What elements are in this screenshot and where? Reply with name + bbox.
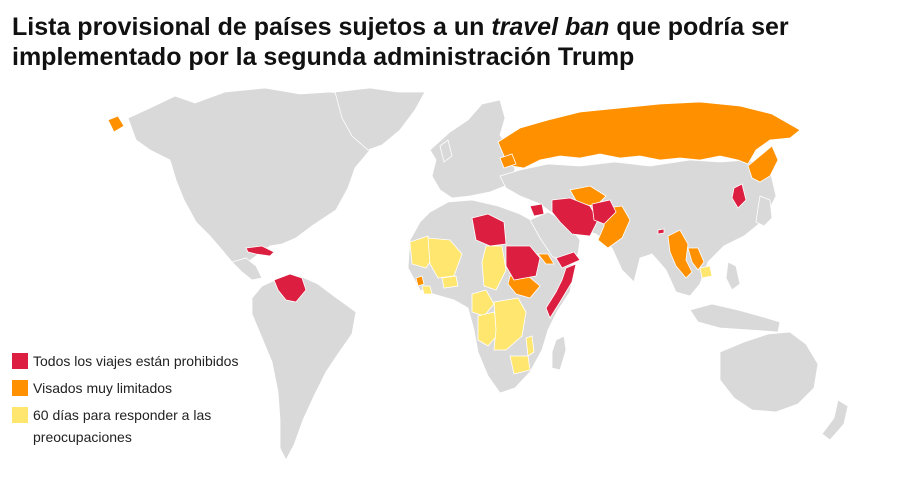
country-laos — [687, 247, 705, 271]
legend-label-60-days: 60 días para responder a las preocupacio… — [33, 407, 212, 445]
country-eritrea — [537, 253, 555, 265]
central-america-land — [231, 257, 263, 281]
title-part-2: que podría ser implementado por la segun… — [12, 13, 789, 71]
country-myanmar — [667, 229, 693, 279]
country-cameroon — [471, 289, 495, 317]
country-north-korea — [731, 183, 747, 209]
country-belarus — [499, 153, 517, 169]
country-burkina-faso — [441, 275, 459, 289]
country-cambodia — [699, 265, 713, 279]
country-bhutan — [657, 228, 665, 235]
japan-land — [755, 195, 773, 227]
title-emphasis: travel ban — [491, 13, 610, 41]
country-zimbabwe — [509, 355, 531, 375]
europe-land — [429, 99, 516, 199]
legend-swatch-red — [12, 353, 28, 369]
country-russia-chukotka — [107, 115, 125, 133]
country-russia-east — [747, 145, 779, 183]
indonesia-land — [689, 303, 781, 333]
country-yemen — [555, 251, 581, 269]
country-syria — [529, 203, 545, 217]
title-part-1: Lista provisional de países sujetos a un — [12, 13, 492, 41]
banned-countries — [107, 101, 801, 375]
map-legend: Todos los viajes están prohibidos Visado… — [12, 350, 262, 453]
legend-item-limited-visas: Visados muy limitados — [12, 377, 262, 399]
new-zealand-land — [821, 399, 849, 441]
madagascar-land — [551, 335, 567, 371]
country-somalia — [545, 263, 577, 319]
map-title: Lista provisional de países sujetos a un… — [12, 12, 888, 72]
legend-label-limited-visas: Visados muy limitados — [33, 380, 173, 396]
country-sierra-leone — [415, 275, 425, 287]
country-congo — [477, 311, 501, 347]
country-russia — [497, 101, 801, 169]
country-iran — [551, 197, 599, 237]
north-america-land — [127, 87, 393, 263]
legend-label-all-banned: Todos los viajes están prohibidos — [33, 353, 239, 369]
legend-swatch-yellow — [12, 407, 28, 423]
philippines-land — [725, 261, 741, 291]
country-malawi — [525, 335, 535, 357]
country-venezuela — [273, 273, 307, 303]
country-dr-congo — [493, 297, 527, 351]
country-afghanistan — [591, 199, 617, 225]
australia-land — [719, 331, 819, 413]
legend-item-all-banned: Todos los viajes están prohibidos — [12, 350, 262, 372]
south-america-land — [251, 275, 357, 461]
legend-item-60-days: 60 días para responder a las preocupacio… — [12, 404, 262, 448]
legend-swatch-orange — [12, 380, 28, 396]
country-libya — [471, 213, 507, 247]
greenland-land — [334, 87, 426, 151]
uk-land — [439, 139, 453, 163]
country-cuba — [245, 245, 275, 257]
country-chad — [481, 245, 507, 291]
country-sudan — [505, 245, 541, 281]
country-liberia — [421, 285, 433, 295]
